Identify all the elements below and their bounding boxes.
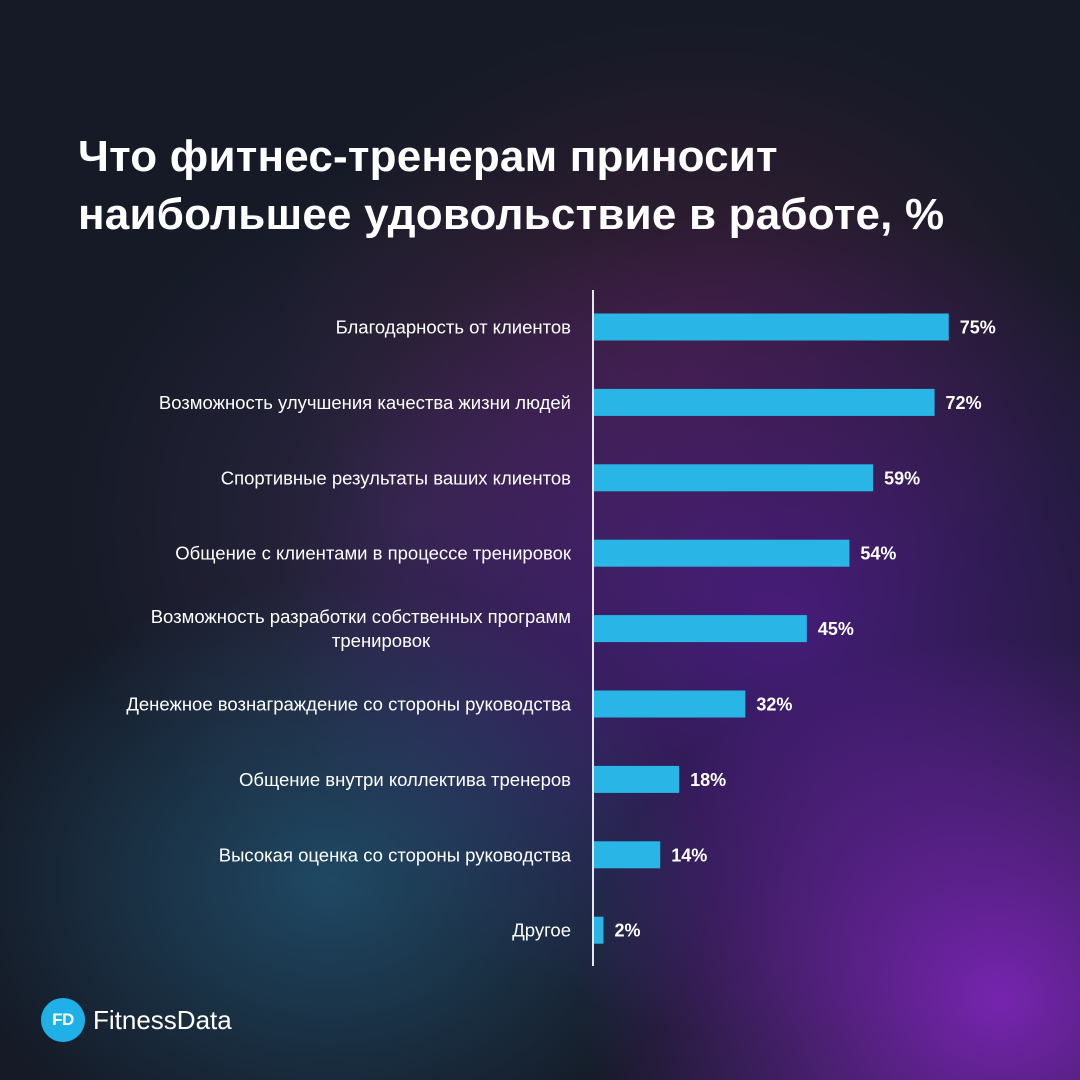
category-label-line: Общение внутри коллектива тренеров [239, 769, 571, 790]
chart-title: Что фитнес-тренерам приносит наибольшее … [78, 128, 1038, 244]
bar [594, 464, 874, 492]
category-label-line: Высокая оценка со стороны руководства [219, 844, 572, 865]
category-label: Благодарность от клиентов [336, 317, 572, 338]
category-label: Общение внутри коллектива тренеров [239, 769, 571, 790]
bar [594, 615, 807, 643]
category-label-line: Другое [512, 920, 571, 941]
data-label: 59% [884, 468, 920, 488]
category-label-line: Спортивные результаты ваших клиентов [221, 467, 571, 488]
data-label: 75% [960, 318, 996, 338]
bar [594, 313, 949, 341]
category-label: Высокая оценка со стороны руководства [219, 844, 572, 865]
bar [594, 539, 850, 567]
bar [594, 765, 680, 793]
brand-name: FitnessData [93, 1004, 232, 1035]
bar-chart: 75% Благодарность от клиентов 72% Возможнос… [126, 290, 996, 966]
data-label: 54% [860, 544, 896, 564]
bar [594, 841, 661, 869]
category-label: Другое [512, 920, 571, 941]
data-label: 32% [756, 695, 792, 715]
data-label: 72% [946, 393, 982, 413]
data-label: 18% [690, 770, 726, 790]
bar [594, 690, 746, 718]
category-label-line: тренировок [332, 630, 431, 651]
category-label-line: Возможность разработки собственных прогр… [151, 606, 571, 627]
category-label-line: Общение с клиентами в процессе тренирово… [175, 543, 572, 564]
category-label: Общение с клиентами в процессе тренирово… [175, 543, 572, 564]
category-label: Возможность разработки собственных прогр… [151, 606, 571, 651]
data-label: 14% [671, 845, 707, 865]
brand-mark-icon: FD [41, 998, 85, 1042]
category-label: Спортивные результаты ваших клиентов [221, 467, 571, 488]
category-label-line: Возможность улучшения качества жизни люд… [159, 392, 571, 413]
data-label: 45% [818, 619, 854, 639]
chart-title-line-1: Что фитнес-тренерам приносит [78, 132, 778, 181]
category-label: Возможность улучшения качества жизни люд… [159, 392, 571, 413]
category-label-line: Благодарность от клиентов [336, 317, 572, 338]
category-label: Денежное вознаграждение со стороны руков… [126, 694, 571, 715]
brand-logo: FD FitnessData [41, 998, 232, 1042]
bar [594, 388, 935, 416]
bar [594, 916, 604, 944]
data-label: 2% [614, 921, 640, 941]
category-label-line: Денежное вознаграждение со стороны руков… [126, 694, 571, 715]
chart-title-line-2: наибольшее удовольствие в работе, % [78, 190, 945, 239]
